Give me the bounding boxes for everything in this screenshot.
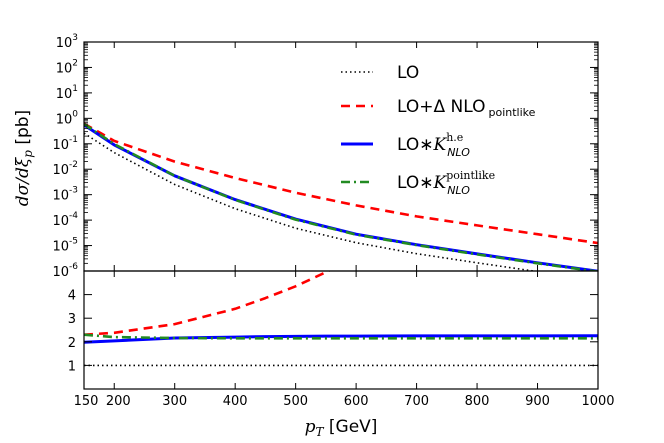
x-tick-label-7: 800 — [465, 394, 490, 409]
top-panel-frame — [83, 41, 599, 272]
y-axis-label: dσ/dξp [pb] — [13, 110, 35, 206]
top-y-tick-label-0: 103 — [56, 33, 78, 51]
top-series-3 — [84, 122, 598, 271]
top-series-1 — [84, 122, 598, 245]
bottom-y-tick-label-0: 1 — [68, 359, 76, 374]
x-label-sub: T — [315, 425, 324, 439]
axis-ticks — [83, 41, 599, 389]
axis-tick-labels: 150 200 300 400 500 600 700 800 900 1000 103 102 101… — [52, 33, 614, 409]
top-series-0 — [84, 132, 540, 271]
x-tick-label-2: 300 — [162, 394, 187, 409]
bottom-y-tick-label-2: 3 — [68, 312, 76, 327]
bottom-y-tick-label-3: 4 — [68, 289, 76, 304]
x-axis-label: pT [GeV] — [305, 417, 378, 439]
y-label-unit: [pb] — [13, 110, 33, 150]
y-label-var: dσ/dξ — [13, 156, 33, 206]
top-y-tick-label-6: 10-3 — [52, 186, 78, 204]
legend-sub-2: NLO — [447, 146, 470, 159]
legend-label-2: LO∗Kh.e — [397, 131, 463, 155]
bottom-panel-frame — [83, 270, 599, 390]
top-y-tick-label-8: 10-5 — [52, 237, 78, 255]
x-tick-label-9: 1000 — [581, 394, 614, 409]
x-tick-label-5: 600 — [344, 394, 369, 409]
bottom-panel-series — [84, 271, 598, 367]
top-y-tick-label-1: 102 — [56, 58, 78, 76]
top-y-tick-label-4: 10-1 — [52, 135, 78, 153]
y-label-sub: p — [21, 150, 35, 158]
top-y-tick-label-3: 100 — [56, 109, 79, 127]
legend-sub-3: NLO — [447, 184, 470, 197]
legend-label-3: LO∗Kpointlike — [397, 169, 495, 193]
legend-label-1: LO+Δ NLO pointlike — [397, 97, 536, 119]
x-tick-label-4: 500 — [283, 394, 308, 409]
x-tick-label-8: 900 — [525, 394, 550, 409]
legend-label-0: LO — [397, 63, 419, 83]
x-tick-label-3: 400 — [223, 394, 248, 409]
top-y-tick-label-7: 10-4 — [52, 211, 78, 229]
top-series-2 — [84, 123, 598, 271]
x-label-var: p — [305, 417, 316, 437]
bottom-series-3 — [84, 333, 598, 340]
top-y-tick-label-2: 101 — [56, 84, 78, 102]
x-tick-label-1: 200 — [106, 394, 131, 409]
x-tick-label-6: 700 — [404, 394, 429, 409]
x-tick-label-0: 150 — [74, 394, 99, 409]
top-y-tick-label-5: 10-2 — [52, 160, 78, 178]
top-y-tick-label-9: 10-6 — [52, 262, 78, 280]
bottom-y-tick-label-1: 2 — [68, 336, 76, 351]
bottom-series-1 — [84, 271, 332, 336]
x-label-unit: [GeV] — [323, 417, 377, 437]
top-panel-series — [84, 122, 598, 271]
